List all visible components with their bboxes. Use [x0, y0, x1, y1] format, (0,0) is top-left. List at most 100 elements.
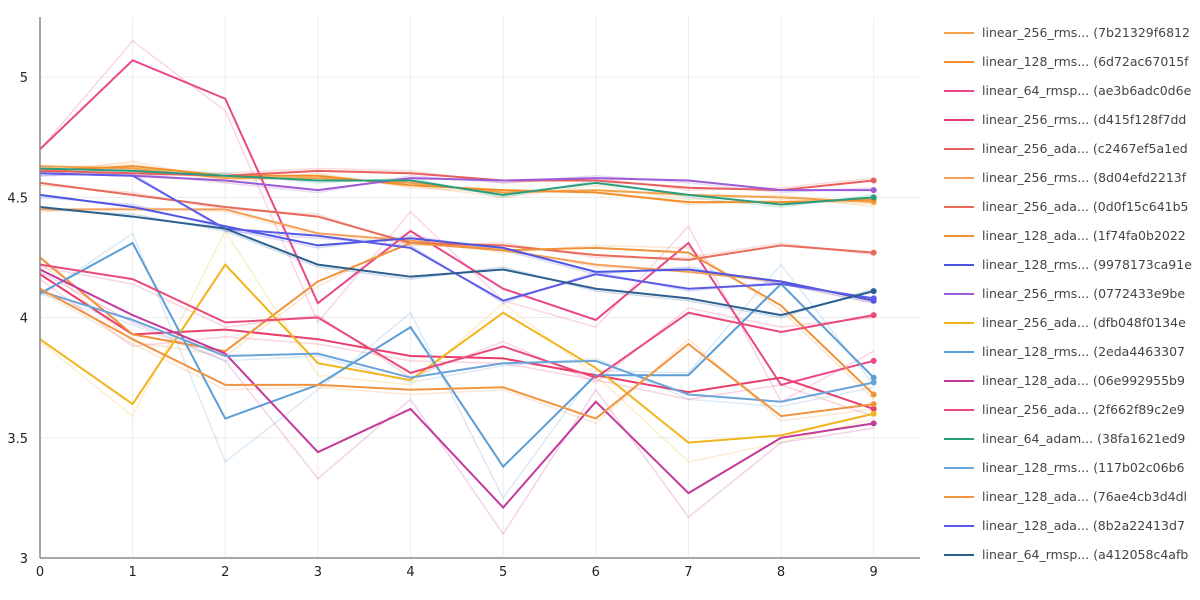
series-raw-line-11: [39, 232, 875, 500]
series-end-point-2[interactable]: [870, 357, 877, 364]
legend-item-3[interactable]: linear_256_rms... (d415f128f7dd: [940, 105, 1200, 134]
series-end-point-12[interactable]: [870, 420, 877, 427]
series-line-0[interactable]: [39, 165, 874, 204]
legend-swatch: [944, 176, 974, 179]
series-line-17[interactable]: [39, 172, 874, 302]
legend-item-8[interactable]: linear_128_rms... (9978173ca91e: [940, 250, 1200, 279]
x-tick-label-5: 5: [499, 565, 507, 580]
legend-item-1[interactable]: linear_128_rms... (6d72ac67015f: [940, 47, 1200, 76]
series-end-point-4[interactable]: [870, 177, 877, 184]
y-tick-label-0: 3: [20, 552, 28, 567]
legend-swatch: [944, 350, 974, 353]
legend-item-13[interactable]: linear_256_ada... (2f662f89c2e9: [940, 395, 1200, 424]
legend-item-10[interactable]: linear_256_ada... (dfb048f0134e: [940, 308, 1200, 337]
legend-item-7[interactable]: linear_128_ada... (1f74fa0b2022: [940, 221, 1200, 250]
x-tick-label-9: 9: [870, 565, 878, 580]
y-tick-label-4: 5: [20, 71, 28, 86]
legend-label: linear_128_rms... (9978173ca91e: [982, 257, 1192, 272]
x-tick-label-0: 0: [36, 565, 44, 580]
legend-item-9[interactable]: linear_256_rms... (0772433e9be: [940, 279, 1200, 308]
series-raw-line-10: [39, 229, 874, 463]
legend-swatch: [944, 89, 974, 92]
legend-swatch: [944, 118, 974, 121]
legend-label: linear_256_ada... (0d0f15c641b5: [982, 199, 1189, 214]
x-tick-label-4: 4: [406, 565, 414, 580]
series-end-point-3[interactable]: [870, 405, 877, 412]
series-layer: [39, 59, 875, 509]
series-line-15[interactable]: [39, 290, 874, 403]
legend-swatch: [944, 524, 974, 527]
legend-label: linear_128_ada... (76ae4cb3d4dl: [982, 489, 1188, 504]
legend-swatch: [944, 60, 974, 63]
series-end-point-9[interactable]: [870, 187, 877, 194]
legend-swatch: [944, 553, 974, 556]
legend: linear_256_rms... (7b21329f6812 linear_12…: [940, 18, 1200, 578]
legend-label: linear_128_ada... (06e992955b9: [982, 373, 1185, 388]
series-end-point-15[interactable]: [870, 379, 877, 386]
series-line-4[interactable]: [39, 169, 874, 192]
series-end-point-16[interactable]: [870, 401, 877, 408]
series-end-point-17[interactable]: [870, 295, 877, 302]
legend-swatch: [944, 147, 974, 150]
legend-swatch: [944, 263, 974, 266]
legend-label: linear_64_rmsp... (a412058c4afb: [982, 547, 1189, 562]
y-tick-label-1: 3.5: [7, 432, 28, 447]
legend-item-0[interactable]: linear_256_rms... (7b21329f6812: [940, 18, 1200, 47]
series-line-16[interactable]: [39, 287, 874, 420]
series-line-14[interactable]: [39, 167, 874, 206]
legend-swatch: [944, 437, 974, 440]
series-line-12[interactable]: [39, 268, 874, 509]
series-line-18[interactable]: [39, 205, 874, 317]
x-tick-label-1: 1: [128, 565, 136, 580]
legend-label: linear_128_ada... (8b2a22413d7: [982, 518, 1185, 533]
x-tick-label-2: 2: [221, 565, 229, 580]
series-raw-line-7: [39, 237, 875, 400]
series-raw-line-3: [39, 278, 874, 417]
legend-label: linear_128_rms... (6d72ac67015f: [982, 54, 1189, 69]
series-line-13[interactable]: [39, 263, 874, 379]
legend-label: linear_128_rms... (117b02c06b6: [982, 460, 1185, 475]
legend-item-5[interactable]: linear_256_rms... (8d04efd2213f: [940, 163, 1200, 192]
legend-item-17[interactable]: linear_128_ada... (8b2a22413d7: [940, 511, 1200, 540]
legend-item-14[interactable]: linear_64_adam... (38fa1621ed9: [940, 424, 1200, 453]
legend-item-15[interactable]: linear_128_rms... (117b02c06b6: [940, 453, 1200, 482]
series-end-point-18[interactable]: [870, 288, 877, 295]
series-line-2[interactable]: [39, 59, 874, 387]
series-line-10[interactable]: [39, 263, 874, 444]
series-line-8[interactable]: [39, 193, 874, 302]
x-tick-label-7: 7: [684, 565, 692, 580]
legend-item-11[interactable]: linear_128_rms... (2eda4463307: [940, 337, 1200, 366]
series-raw-line-18: [39, 208, 874, 319]
legend-item-18[interactable]: linear_64_rmsp... (a412058c4afb: [940, 540, 1200, 569]
series-line-9[interactable]: [39, 172, 874, 192]
legend-item-4[interactable]: linear_256_ada... (c2467ef5a1ed: [940, 134, 1200, 163]
series-end-point-6[interactable]: [870, 249, 877, 256]
series-end-point-14[interactable]: [870, 194, 877, 201]
series-end-point-10[interactable]: [870, 410, 877, 417]
legend-swatch: [944, 31, 974, 34]
plot-area: 0 1 2 3 4 5 6 7 8 9 3 3.5 4 4.5 5: [7, 17, 920, 580]
x-tick-label-6: 6: [592, 565, 600, 580]
legend-swatch: [944, 234, 974, 237]
series-line-6[interactable]: [39, 181, 874, 261]
legend-label: linear_256_ada... (dfb048f0134e: [982, 315, 1186, 330]
series-line-11[interactable]: [39, 241, 875, 469]
y-tick-label-2: 4: [20, 312, 28, 327]
legend-item-16[interactable]: linear_128_ada... (76ae4cb3d4dl: [940, 482, 1200, 511]
legend-label: linear_128_ada... (1f74fa0b2022: [982, 228, 1186, 243]
series-end-point-13[interactable]: [870, 312, 877, 319]
legend-item-12[interactable]: linear_128_ada... (06e992955b9: [940, 366, 1200, 395]
series-end-point-7[interactable]: [870, 391, 877, 398]
legend-item-6[interactable]: linear_256_ada... (0d0f15c641b5: [940, 192, 1200, 221]
series-end-point-11[interactable]: [870, 374, 877, 381]
series-raw-line-17: [39, 172, 874, 304]
legend-label: linear_256_ada... (c2467ef5a1ed: [982, 141, 1188, 156]
legend-label: linear_64_rmsp... (ae3b6adc0d6e: [982, 83, 1192, 98]
series-line-5[interactable]: [40, 208, 874, 302]
y-tick-label-3: 4.5: [7, 191, 28, 206]
axis-layer: 0 1 2 3 4 5 6 7 8 9 3 3.5 4 4.5 5: [7, 17, 920, 580]
legend-item-2[interactable]: linear_64_rmsp... (ae3b6adc0d6e: [940, 76, 1200, 105]
legend-swatch: [944, 466, 974, 469]
series-line-7[interactable]: [39, 242, 875, 396]
